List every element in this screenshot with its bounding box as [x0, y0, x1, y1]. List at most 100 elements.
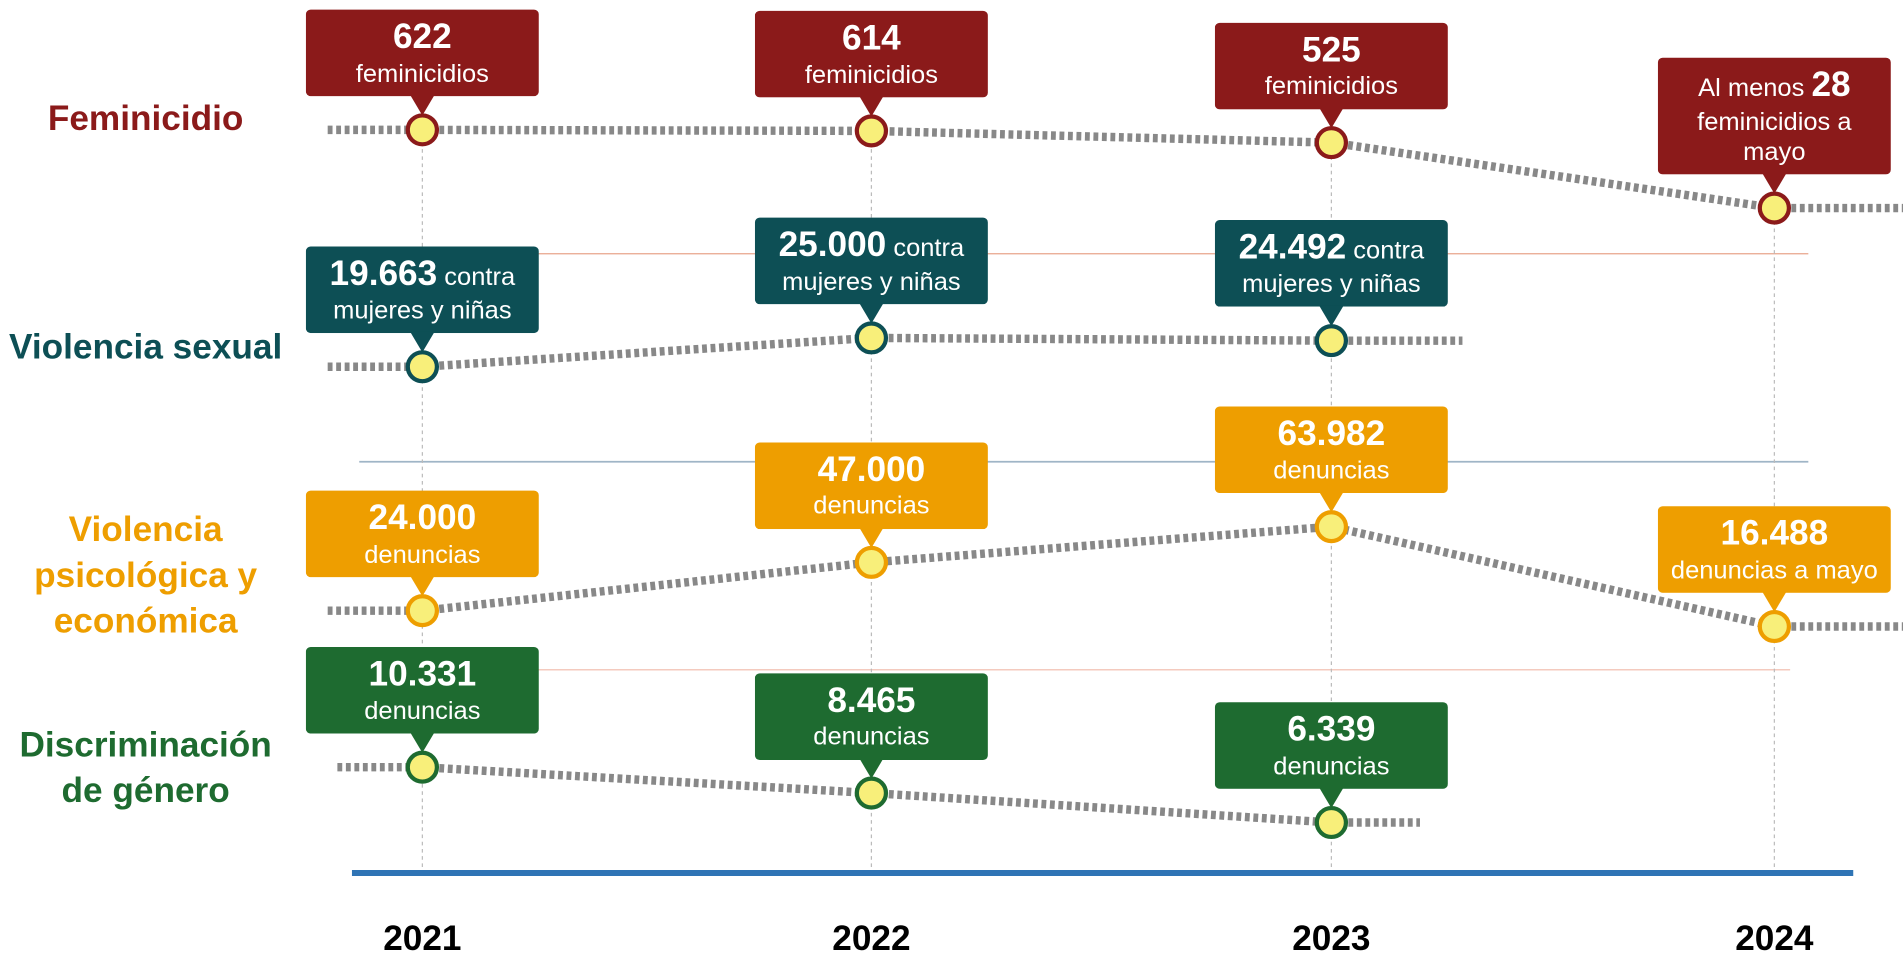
callout-head: 24.492: [1239, 229, 1347, 267]
callout-head: 19.663: [330, 255, 438, 293]
callout-caption: denuncias: [1273, 752, 1390, 781]
callout-wrap: 6.339 denuncias: [1214, 620, 1448, 789]
value-label: 63.982: [1277, 414, 1386, 454]
series-line: [422, 125, 1775, 213]
x-tick-label: 2024: [1735, 919, 1814, 958]
series-line: [422, 762, 1332, 827]
callout-pointer: [1319, 491, 1344, 513]
point: [854, 321, 889, 355]
callout: 19.663 contra mujeres y niñas: [305, 165, 539, 334]
row-label-box: Violencia psicológica y económica: [34, 512, 257, 641]
callout-box: 622 feminicidios: [305, 9, 539, 97]
callout-wrap: 8.465 denuncias: [754, 591, 988, 760]
callout-wrap: 614 feminicidios: [754, 0, 988, 98]
callout-caption: denuncias: [813, 723, 930, 751]
row-label-box: Violencia sexual: [9, 328, 283, 367]
callout-head: 525: [1227, 30, 1436, 72]
callout-wrap: Al menos 28 feminicidios a mayo: [1657, 6, 1891, 175]
value-label: 24.000: [368, 498, 477, 538]
callout-wrap: 24.492 contra mujeres y niñas: [1214, 139, 1448, 307]
callout-caption: contra mujeres y niñas: [1242, 237, 1425, 299]
callout-pointer: [1319, 107, 1344, 129]
callout: 24.492 contra mujeres y niñas: [1214, 139, 1448, 307]
point: [1757, 191, 1792, 225]
point: [854, 776, 889, 810]
callout-caption: denuncias: [1273, 456, 1390, 485]
point: [1757, 609, 1792, 644]
callout-wrap: 19.663 contra mujeres y niñas: [305, 165, 539, 334]
callout-caption: feminicidios a mayo: [1697, 107, 1852, 166]
callout-head: 10.331: [318, 654, 527, 696]
callout-head: 6.339: [1227, 709, 1436, 751]
callout-pointer: [410, 331, 435, 353]
value-label: 6.339: [1287, 710, 1376, 750]
callout-pointer: [859, 303, 884, 324]
callout-caption: feminicidios: [804, 60, 938, 89]
callout-box: 16.488 denuncias a mayo: [1657, 506, 1891, 593]
callout-pointer: [859, 96, 884, 117]
callout-box: 19.663 contra mujeres y niñas: [305, 246, 539, 334]
callout-caption: denuncias: [364, 697, 481, 725]
callout-box: 10.331 denuncias: [305, 646, 539, 734]
callout-wrap: 10.331 denuncias: [305, 565, 539, 734]
value-label: 614: [842, 19, 901, 58]
callout-box: 24.000 denuncias: [305, 490, 539, 578]
x-tick-label: 2022: [832, 919, 910, 958]
callout-wrap: 47.000 denuncias: [754, 360, 988, 529]
callout-pointer: [1762, 591, 1787, 613]
value-label: 8.465: [827, 681, 916, 720]
value-label: 622: [392, 18, 452, 57]
callout: 10.331 denuncias: [305, 565, 539, 734]
value-label: 25.000: [778, 226, 887, 265]
callout-box: 63.982 denuncias: [1214, 406, 1448, 494]
callout-head: 16.488: [1670, 513, 1879, 555]
callout-box: 614 feminicidios: [754, 10, 988, 98]
callout-head: 622: [318, 17, 527, 59]
value-label: 16.488: [1720, 514, 1829, 554]
callout-box: 8.465 denuncias: [754, 672, 988, 760]
callout: 25.000 contra mujeres y niñas: [754, 136, 988, 305]
point: [405, 113, 440, 147]
series-line: [422, 333, 1332, 371]
row-label: Violencia sexual: [9, 328, 283, 367]
callout-wrap: 24.000 denuncias: [305, 409, 539, 578]
x-tick-label: 2023: [1292, 919, 1370, 958]
value-label: 28: [1811, 65, 1851, 105]
callout-caption: feminicidios: [355, 59, 489, 88]
point: [1314, 324, 1349, 358]
value-label: 19.663: [329, 254, 438, 294]
row-label: Feminicidio: [47, 99, 244, 139]
value-label: 47.000: [817, 450, 926, 490]
callout-wrap: 16.488 denuncias a mayo: [1657, 424, 1891, 593]
value-label: 10.331: [368, 655, 477, 694]
point: [1314, 510, 1349, 544]
callout: 8.465 denuncias: [754, 591, 988, 760]
x-tick-label: 2021: [383, 919, 461, 958]
callout-pointer: [410, 94, 435, 116]
callout-pointer: [1319, 305, 1344, 327]
callout-caption: feminicidios: [1264, 72, 1398, 101]
point: [405, 350, 440, 384]
value-label: 24.492: [1238, 228, 1347, 268]
callout-pointer: [1762, 173, 1787, 194]
callout-prefix: Al menos: [1698, 74, 1805, 103]
callout-caption: contra mujeres y niñas: [333, 263, 516, 325]
callout-wrap: 25.000 contra mujeres y niñas: [754, 136, 988, 305]
point: [405, 594, 440, 628]
callout-pointer: [859, 527, 884, 548]
callout-box: 525 feminicidios: [1214, 22, 1448, 109]
callout-head: 8.465: [767, 680, 976, 722]
callout-caption: denuncias: [364, 540, 481, 569]
series-line: [421, 522, 1776, 631]
point: [405, 750, 440, 784]
point: [1314, 126, 1349, 160]
callout-pointer: [410, 732, 435, 753]
callout-caption: denuncias: [813, 492, 930, 521]
callout-box: Al menos 28 feminicidios a mayo: [1657, 57, 1891, 175]
point: [1314, 805, 1349, 840]
callout-pointer: [410, 575, 435, 597]
